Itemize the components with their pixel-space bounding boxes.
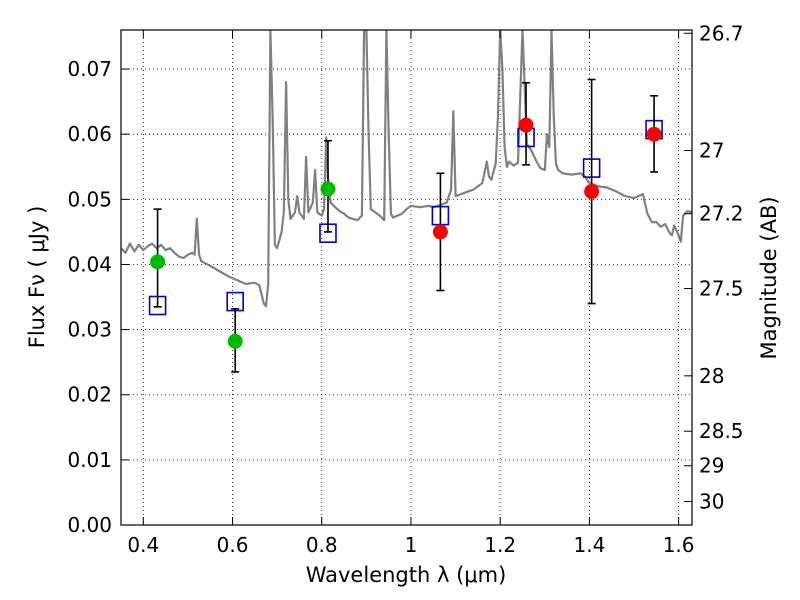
- y-tick-label: 0.00: [67, 513, 112, 537]
- y2-axis-title: Magnitude (AB): [757, 196, 781, 359]
- model-spectrum-line: [121, 30, 692, 308]
- x-tick-label: 1.4: [573, 533, 605, 557]
- red-data-point: [432, 224, 448, 240]
- y2-tick-label: 27.2: [699, 202, 744, 226]
- green-data-point: [227, 333, 243, 349]
- y-axis-title: Flux Fν ( μJy ): [25, 206, 49, 349]
- y-tick-label: 0.03: [67, 318, 112, 342]
- y-tick-label: 0.07: [67, 57, 112, 81]
- red-data-point: [646, 126, 662, 142]
- y2-tick-label: 27: [699, 138, 724, 162]
- axis-layer: 0.4 0.6 0.8 1 1.2 1.4 1.6 0.00 0.01 0.02 0.03 0.04 0…: [67, 21, 743, 557]
- x-tick-label: 1.6: [663, 533, 695, 557]
- x-tick-label: 0.8: [306, 533, 338, 557]
- y-tick-label: 0.04: [67, 252, 112, 276]
- red-data-point: [518, 117, 534, 133]
- x-axis-title: Wavelength λ (μm): [306, 563, 507, 587]
- y2-tick-label: 30: [699, 490, 724, 514]
- y2-tick-label: 28: [699, 364, 724, 388]
- x-tick-label: 0.4: [127, 533, 159, 557]
- y2-tick-label: 26.7: [699, 21, 744, 45]
- x-tick-label: 0.6: [217, 533, 249, 557]
- y-tick-label: 0.01: [67, 448, 112, 472]
- grid-layer: [121, 30, 692, 526]
- y-tick-label: 0.05: [67, 187, 112, 211]
- y-tick-label: 0.06: [67, 122, 112, 146]
- green-data-point: [150, 254, 166, 270]
- plot-frame: [120, 29, 693, 526]
- x-tick-label: 1.2: [484, 533, 516, 557]
- y2-tick-label: 27.5: [699, 277, 744, 301]
- green-data-point: [320, 181, 336, 197]
- y2-tick-label: 28.5: [699, 419, 744, 443]
- plot-layer: [121, 30, 692, 373]
- y-tick-label: 0.02: [67, 383, 112, 407]
- x-tick-label: 1: [405, 533, 418, 557]
- red-data-point: [584, 184, 600, 200]
- model-square-point: [226, 291, 244, 312]
- y2-tick-label: 29: [699, 454, 724, 478]
